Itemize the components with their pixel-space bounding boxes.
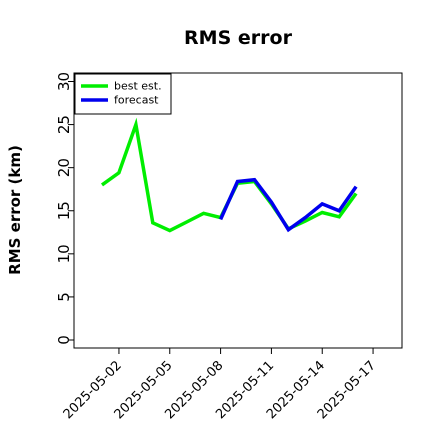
y-tick-label: 0 xyxy=(55,335,73,345)
x-axis: 2025-05-022025-05-052025-05-082025-05-11… xyxy=(61,348,379,422)
y-axis: 0 5 10 15 20 25 30 xyxy=(55,72,74,345)
y-tick-label: 30 xyxy=(55,72,73,91)
y-tick-label: 15 xyxy=(55,201,73,220)
legend-label: forecast xyxy=(114,94,159,107)
y-tick-label: 25 xyxy=(55,115,73,134)
y-tick-label: 10 xyxy=(55,244,73,263)
legend-label: best est. xyxy=(114,80,162,93)
chart-title: RMS error xyxy=(184,27,293,49)
legend: best est.forecast xyxy=(74,73,172,115)
y-tick-label: 20 xyxy=(55,158,73,177)
legend-box xyxy=(74,73,172,115)
y-tick-label: 5 xyxy=(55,292,73,302)
series-layer xyxy=(100,117,358,233)
series-line-best-est xyxy=(100,117,358,233)
series-line-forecast xyxy=(219,177,358,233)
y-axis-label: RMS error (km) xyxy=(6,145,24,275)
